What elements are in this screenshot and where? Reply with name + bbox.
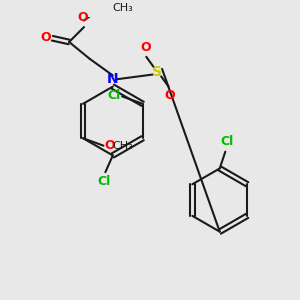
Text: O: O [164, 89, 175, 102]
Text: S: S [152, 65, 162, 79]
Text: CH₃: CH₃ [113, 3, 134, 13]
Text: Cl: Cl [98, 175, 111, 188]
Text: O: O [78, 11, 88, 24]
Text: Cl: Cl [107, 89, 120, 102]
Text: N: N [107, 72, 118, 86]
Text: Cl: Cl [220, 135, 234, 148]
Text: O: O [140, 41, 151, 54]
Text: O: O [104, 139, 115, 152]
Text: O: O [40, 31, 50, 44]
Text: CH₃: CH₃ [113, 141, 134, 151]
